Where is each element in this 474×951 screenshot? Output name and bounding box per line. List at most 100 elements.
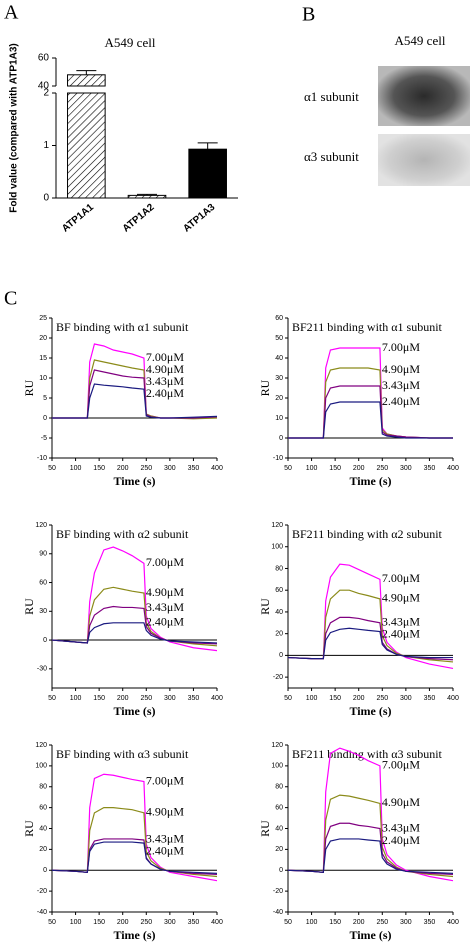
y-tick-label: 40: [39, 825, 47, 832]
blot-title: A549 cell: [395, 33, 446, 48]
series-label: 7.00μM: [146, 555, 184, 569]
sensorgram-line: [288, 401, 453, 439]
series-label: 3.43μM: [382, 615, 420, 629]
y-tick-label: 40: [275, 825, 283, 832]
y-tick-label: -20: [273, 674, 283, 681]
x-tick-label: 350: [188, 465, 200, 472]
x-tick-label: 150: [329, 465, 341, 472]
x-tick-label: 400: [211, 919, 223, 926]
sensorgram-line: [52, 369, 218, 419]
y-axis-label: RU: [258, 820, 272, 837]
chart-title: BF211 binding with α2 subunit: [292, 527, 443, 541]
x-tick-label: 250: [140, 465, 152, 472]
series-label: 4.90μM: [382, 591, 420, 605]
x-tick-label: 50: [48, 695, 56, 702]
series-label: 3.43μM: [146, 374, 184, 388]
sensorgram-line: [287, 822, 454, 876]
sensorgram-line: [51, 605, 218, 645]
y-tick-label: 60: [38, 53, 50, 64]
blot-label: α3 subunit: [304, 149, 359, 164]
x-tick-label: 250: [140, 919, 152, 926]
y-tick-label: 0: [43, 637, 47, 644]
x-tick-label: 300: [400, 919, 412, 926]
y-axis-label: RU: [258, 598, 272, 615]
chart-title: BF binding with α2 subunit: [56, 527, 189, 541]
y-tick-label: -10: [37, 455, 47, 462]
x-tick-label: 200: [353, 919, 365, 926]
y-tick-label: 120: [35, 522, 47, 529]
y-tick-label: 40: [275, 609, 283, 616]
y-tick-label: 0: [43, 193, 49, 204]
chart-title: BF binding with α3 subunit: [56, 747, 189, 761]
sensorgram-line: [287, 747, 454, 882]
x-axis-label: Time (s): [113, 704, 155, 718]
series-label: 3.43μM: [382, 378, 420, 392]
sensorgram-line: [51, 546, 218, 652]
y-tick-label: 0: [43, 415, 47, 422]
y-tick-label: 30: [39, 608, 47, 615]
y-tick-label: -30: [37, 666, 47, 673]
x-tick-label: 50: [48, 465, 56, 472]
y-tick-label: 100: [35, 763, 47, 770]
x-tick-label: 150: [329, 695, 341, 702]
y-tick-label: -5: [41, 435, 47, 442]
y-axis-label: RU: [22, 598, 36, 615]
series-label: 7.00μM: [382, 340, 420, 354]
sensorgram-line: [51, 838, 218, 876]
x-tick-label: 150: [93, 919, 105, 926]
x-tick-label: 50: [48, 919, 56, 926]
series-label: 2.40μM: [382, 627, 420, 641]
x-tick-label: 350: [424, 695, 436, 702]
x-tick-label: 250: [140, 695, 152, 702]
x-tick-label: 200: [117, 919, 129, 926]
chart-title: A549 cell: [105, 35, 156, 50]
y-tick-label: 20: [275, 846, 283, 853]
sensorgram-line: [51, 586, 218, 647]
y-tick-label: 60: [275, 804, 283, 811]
x-tick-label: 350: [424, 465, 436, 472]
series-label: 3.43μM: [146, 600, 184, 614]
y-tick-label: 25: [39, 315, 47, 322]
y-axis-label: Fold value (compared with ATP1A3): [9, 43, 20, 212]
x-tick-label: 200: [353, 695, 365, 702]
y-tick-label: -10: [273, 455, 283, 462]
y-tick-label: 10: [39, 375, 47, 382]
series-label: 7.00μM: [146, 773, 184, 787]
sensorgram-line: [288, 385, 453, 439]
sensorgram-line: [287, 627, 453, 660]
sensorgram-line: [52, 383, 218, 419]
x-tick-label: 400: [447, 465, 459, 472]
y-tick-label: 2: [43, 88, 49, 99]
series-label: 4.90μM: [146, 805, 184, 819]
y-tick-label: 15: [39, 355, 47, 362]
y-tick-label: 50: [275, 335, 283, 342]
series-label: 2.40μM: [382, 394, 420, 408]
sensorgram-line: [287, 616, 454, 661]
y-tick-label: 20: [39, 335, 47, 342]
series-label: 2.40μM: [382, 833, 420, 847]
series-label: 2.40μM: [146, 615, 184, 629]
x-tick-label: 400: [447, 695, 459, 702]
sensorgram-line: [287, 794, 454, 878]
x-tick-label: 250: [376, 695, 388, 702]
y-tick-label: 0: [43, 867, 47, 874]
blot-band: [378, 66, 470, 126]
y-tick-label: 120: [271, 742, 283, 749]
x-tick-label: 350: [424, 919, 436, 926]
y-tick-label: 80: [39, 784, 47, 791]
x-tick-label: 50: [284, 695, 292, 702]
y-tick-label: 40: [275, 355, 283, 362]
x-tick-label: 150: [93, 465, 105, 472]
series-label: 7.00μM: [382, 571, 420, 585]
x-axis-label: Time (s): [349, 704, 391, 718]
x-tick-label: 300: [164, 919, 176, 926]
bar: [67, 74, 106, 87]
sensorgram-line: [287, 589, 454, 663]
x-tick-label: 300: [400, 465, 412, 472]
sensorgram-line: [52, 359, 218, 420]
x-tick-label: ATP1A1: [60, 202, 96, 235]
y-tick-label: -40: [273, 909, 283, 916]
x-tick-label: 400: [211, 695, 223, 702]
x-tick-label: ATP1A2: [121, 202, 157, 235]
